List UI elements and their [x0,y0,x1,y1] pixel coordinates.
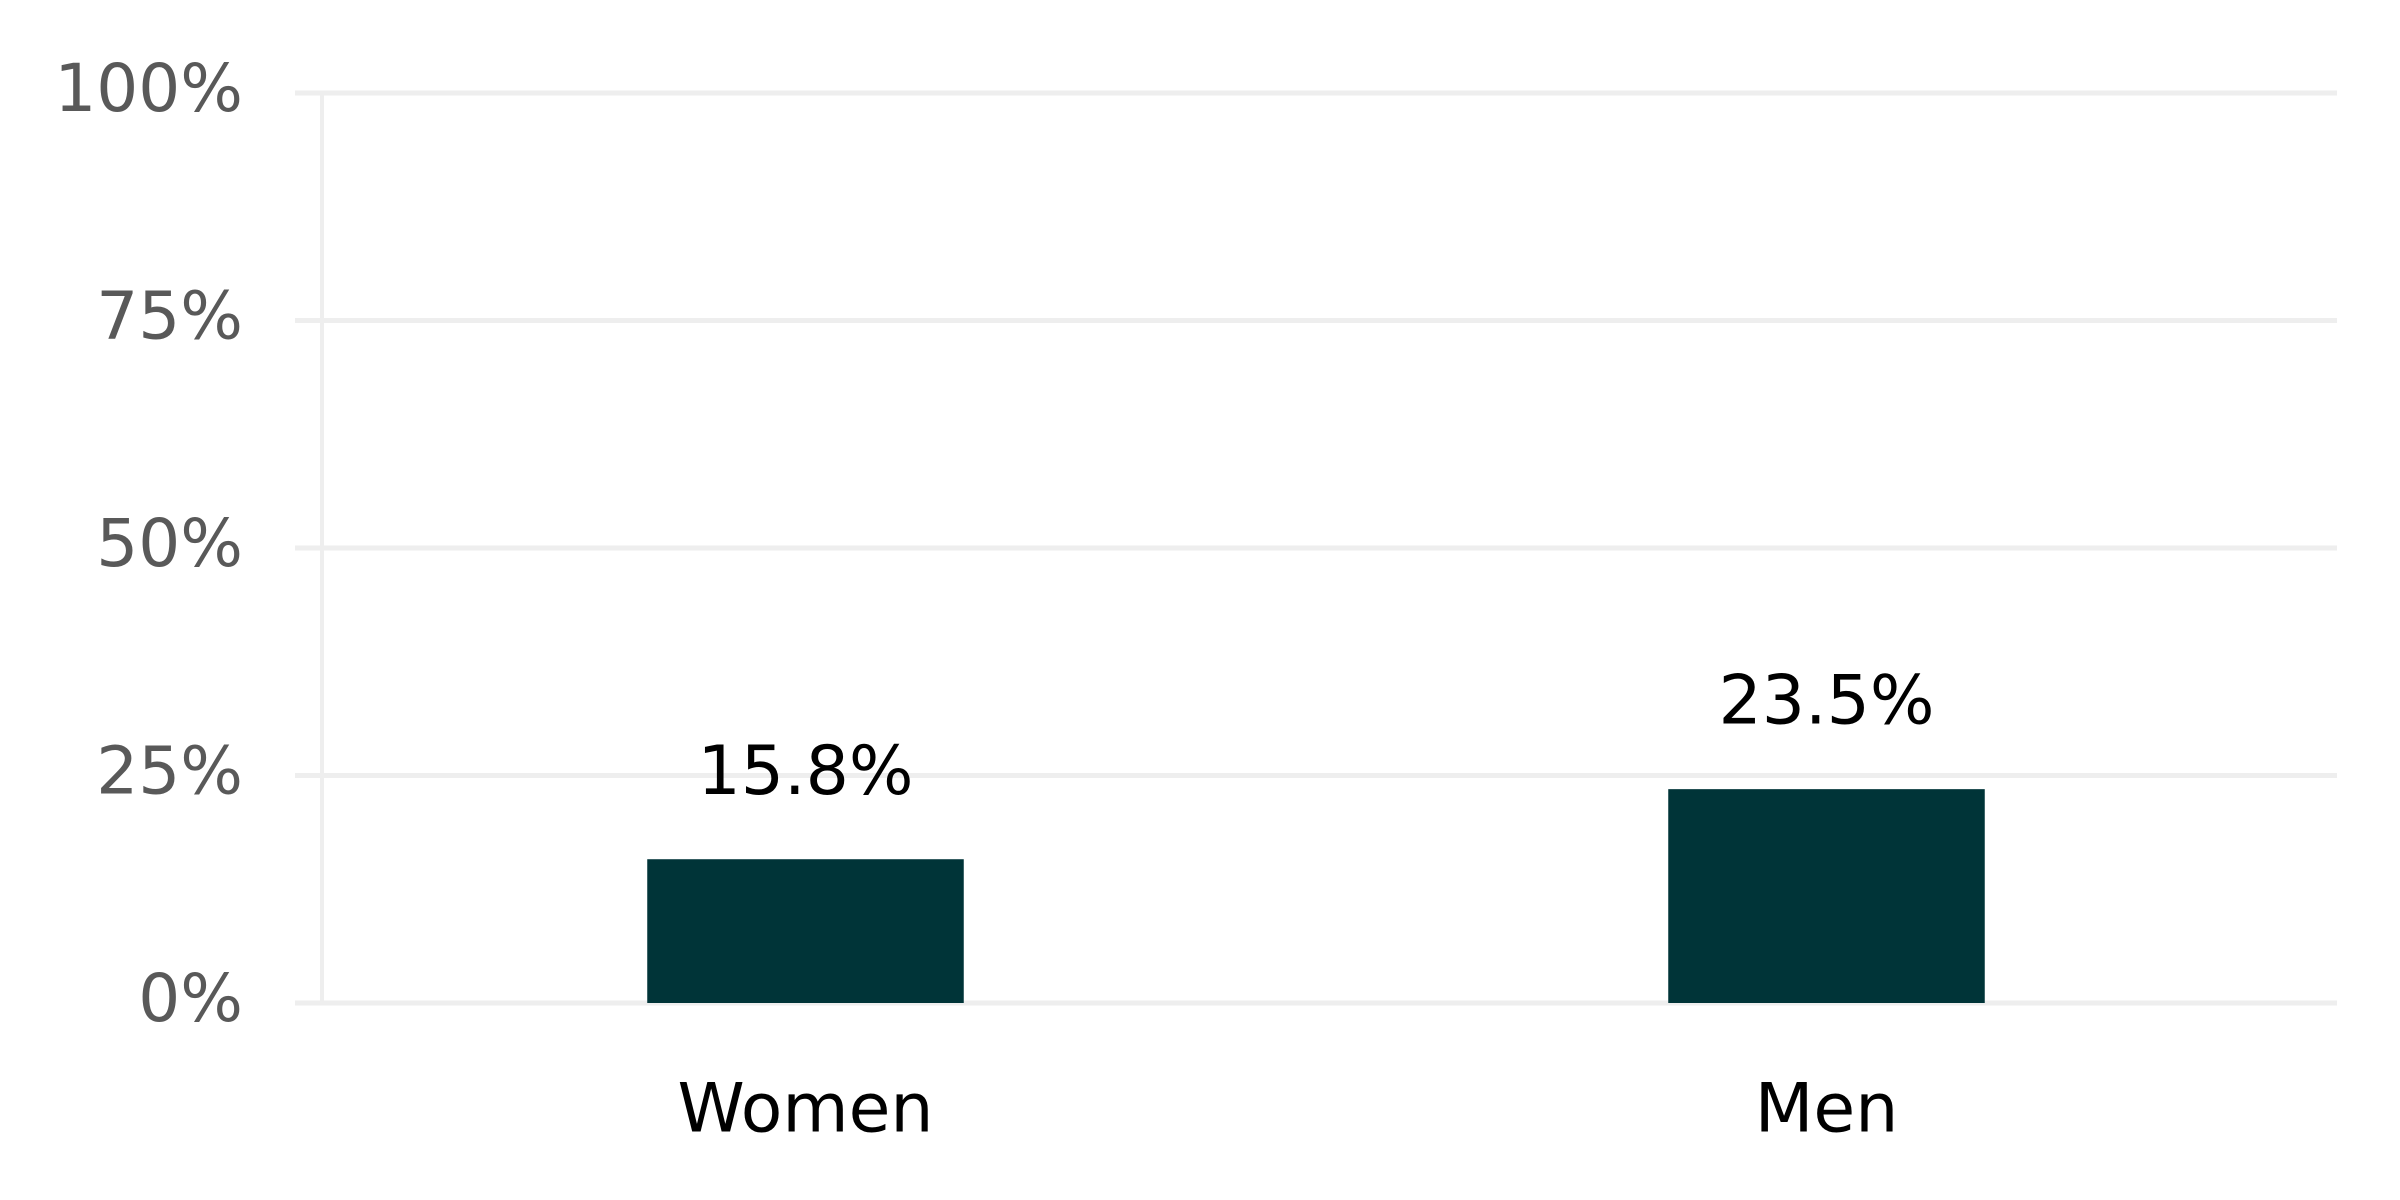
data-label: 23.5% [1718,662,1934,741]
y-tick-label: 25% [96,733,243,810]
bar [647,859,964,1003]
data-label: 15.8% [697,732,913,811]
x-tick-label: Women [677,1070,933,1149]
y-tick-label: 0% [138,960,243,1037]
y-tick-label: 50% [96,505,243,582]
y-tick-label: 100% [54,50,243,127]
bar [1668,789,1985,1003]
x-tick-label: Men [1755,1070,1899,1149]
y-tick-label: 75% [96,278,243,355]
